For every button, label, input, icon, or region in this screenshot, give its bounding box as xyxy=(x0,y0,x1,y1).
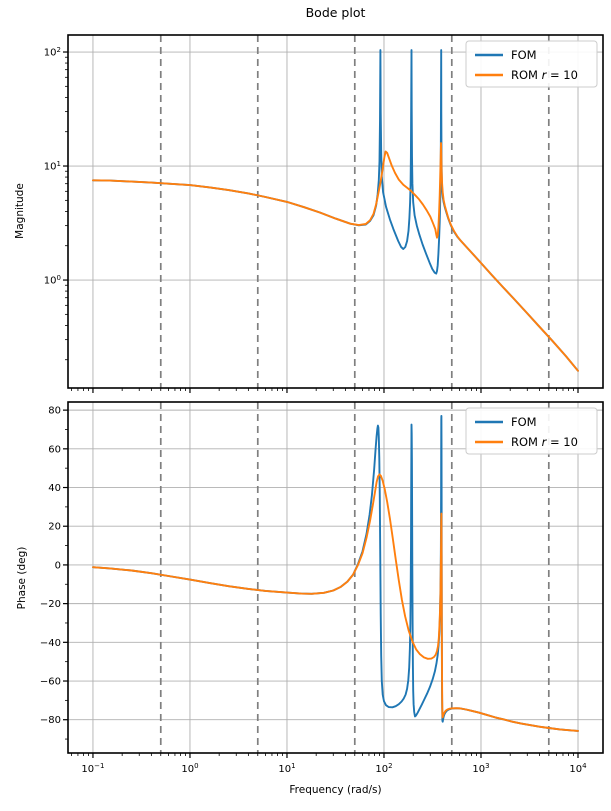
y-tick-label: −60 xyxy=(40,677,61,688)
y-tick-label: 100 xyxy=(44,274,61,287)
x-tick-label: 10−1 xyxy=(81,762,104,775)
rom-curve xyxy=(92,142,579,372)
tick-labels: 10−1 100 101 102 103 104 80 60 40 20 0 −20 −40 −60 −80 xyxy=(40,406,587,775)
phase-axis-label: Phase (deg) xyxy=(16,546,28,610)
x-tick-label: 100 xyxy=(181,762,198,775)
y-tick-label: 0 xyxy=(55,560,61,571)
rom-curve xyxy=(92,473,579,732)
y-tick-label: −40 xyxy=(40,638,61,649)
magnitude-subplot: 102 101 100 FOM ROM r = 10 xyxy=(44,34,604,393)
y-tick-label: 80 xyxy=(48,406,61,417)
legend-label: ROM r = 10 xyxy=(511,435,578,449)
dashed-frequency-markers xyxy=(159,402,550,753)
y-tick-label: −20 xyxy=(40,599,61,610)
plot-title: Bode plot xyxy=(305,5,366,20)
axes-frame xyxy=(67,401,604,754)
tick-marks xyxy=(63,409,579,758)
axes-frame xyxy=(67,34,604,389)
y-tick-label: 20 xyxy=(48,522,61,533)
y-tick-label: −80 xyxy=(40,715,61,726)
x-tick-label: 104 xyxy=(569,762,587,775)
x-tick-label: 102 xyxy=(375,762,392,775)
tick-labels: 102 101 100 xyxy=(44,46,61,287)
grid-lines xyxy=(68,35,603,388)
fom-curve xyxy=(92,49,579,372)
legend-label: ROM r = 10 xyxy=(511,68,578,82)
dashed-frequency-markers xyxy=(159,35,550,388)
tick-marks xyxy=(63,51,579,393)
fom-curve xyxy=(92,414,579,732)
legend: FOM ROM r = 10 xyxy=(465,40,598,88)
magnitude-axis-label: Magnitude xyxy=(14,183,26,239)
curves xyxy=(92,49,579,372)
legend-label: FOM xyxy=(511,48,537,62)
y-tick-label: 60 xyxy=(48,444,61,455)
legend: FOM ROM r = 10 xyxy=(465,407,598,455)
curves xyxy=(92,414,579,732)
y-tick-label: 101 xyxy=(44,160,61,173)
phase-subplot: 10−1 100 101 102 103 104 80 60 40 20 0 −20 −40 −60 −80… xyxy=(40,401,604,775)
legend-label: FOM xyxy=(511,415,537,429)
x-tick-label: 101 xyxy=(278,762,295,775)
y-tick-label: 102 xyxy=(44,46,61,59)
grid-lines xyxy=(68,402,603,753)
y-tick-label: 40 xyxy=(48,483,61,494)
frequency-axis-label: Frequency (rad/s) xyxy=(289,784,382,796)
x-tick-label: 103 xyxy=(472,762,489,775)
